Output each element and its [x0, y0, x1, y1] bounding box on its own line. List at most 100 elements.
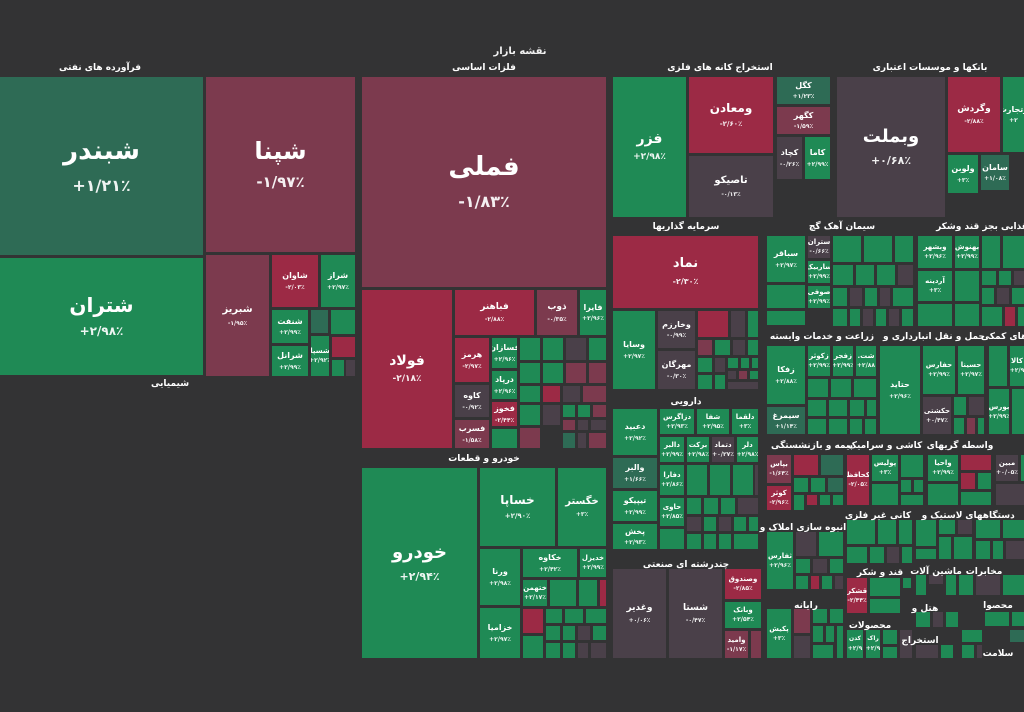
stock-tile-small[interactable] — [958, 520, 972, 534]
stock-tile[interactable]: ساربیک+۲/۹۹٪ — [808, 261, 830, 283]
stock-tile-small[interactable] — [311, 310, 328, 333]
stock-tile-small[interactable] — [751, 631, 761, 658]
stock-tile[interactable]: فزر +۲/۹۸٪ — [613, 77, 686, 217]
stock-tile-small[interactable] — [954, 537, 972, 559]
stock-tile-small[interactable] — [546, 609, 562, 623]
stock-tile[interactable]: شبندر +۱/۲۱٪ — [0, 77, 203, 255]
stock-tile[interactable]: فایرا +۲/۹۶٪ — [580, 290, 606, 335]
stock-tile[interactable]: فملی -۱/۸۳٪ — [362, 77, 606, 287]
stock-tile-small[interactable] — [767, 311, 805, 325]
stock-tile[interactable]: پولیس +۳٪ — [872, 455, 898, 481]
stock-tile-small[interactable] — [748, 340, 758, 355]
stock-tile[interactable]: حسینا +۲/۹۷٪ — [958, 346, 984, 394]
stock-tile-small[interactable] — [543, 363, 563, 383]
stock-tile-small[interactable] — [902, 547, 912, 563]
stock-tile-small[interactable] — [830, 559, 843, 573]
stock-tile-small[interactable] — [520, 405, 540, 425]
stock-tile[interactable]: شبریز -۱/۹۵٪ — [206, 255, 269, 376]
stock-tile-small[interactable] — [864, 236, 892, 262]
stock-tile[interactable]: وگردش -۲/۸۸٪ — [948, 77, 1000, 152]
stock-tile[interactable]: شفا +۲/۹۵٪ — [697, 409, 729, 434]
stock-tile-small[interactable] — [916, 549, 936, 559]
stock-tile[interactable]: راک +۲/۹ — [866, 630, 880, 658]
stock-tile[interactable]: وصندوق -۲/۸۵٪ — [725, 569, 761, 599]
stock-tile-small[interactable] — [933, 612, 943, 627]
stock-tile[interactable]: سیمرغ +۱/۱۴٪ — [767, 407, 805, 434]
stock-tile-small[interactable] — [918, 304, 952, 326]
stock-tile-small[interactable] — [955, 271, 979, 301]
stock-tile[interactable]: وخارزم -۰/۹۹٪ — [658, 311, 695, 348]
stock-tile-small[interactable] — [578, 433, 586, 448]
stock-tile-small[interactable] — [835, 576, 843, 589]
stock-tile-small[interactable] — [739, 371, 747, 379]
stock-tile-small[interactable] — [976, 575, 1000, 595]
stock-tile-small[interactable] — [715, 358, 725, 372]
stock-tile-small[interactable] — [593, 626, 606, 640]
stock-tile-small[interactable] — [837, 626, 843, 658]
stock-tile[interactable]: آردینه +۳٪ — [918, 271, 952, 301]
stock-tile[interactable]: پکیش +۳٪ — [767, 609, 791, 658]
stock-tile-small[interactable] — [961, 492, 991, 505]
stock-tile[interactable]: دلر +۲/۹۸٪ — [737, 437, 758, 462]
stock-tile[interactable]: بپاس -۱/۶۴٪ — [767, 455, 791, 483]
stock-tile[interactable]: ومعادن -۲/۶۰٪ — [689, 77, 773, 153]
stock-tile[interactable]: واحیا +۲/۹۹٪ — [928, 455, 958, 481]
stock-tile-small[interactable] — [332, 360, 344, 376]
stock-tile[interactable]: شسپا+۲/۹۲٪ — [311, 336, 329, 376]
stock-tile-small[interactable] — [794, 455, 818, 475]
stock-tile-small[interactable] — [833, 495, 843, 505]
stock-tile-small[interactable] — [543, 405, 560, 425]
stock-tile[interactable]: کوثر -۲/۹۶٪ — [767, 486, 791, 510]
stock-tile-small[interactable] — [578, 420, 588, 430]
stock-tile[interactable]: زفجر +۲/۹۹٪ — [833, 346, 853, 376]
stock-tile[interactable]: کاوه -۰/۹۲٪ — [455, 385, 489, 417]
stock-tile-small[interactable] — [807, 495, 817, 505]
stock-tile[interactable]: شپنا -۱/۹۷٪ — [206, 77, 355, 252]
stock-tile-small[interactable] — [346, 360, 355, 376]
stock-tile-small[interactable] — [916, 575, 926, 595]
stock-tile[interactable]: شراز +۲/۹۷٪ — [321, 255, 355, 307]
stock-tile-small[interactable] — [976, 541, 990, 559]
stock-tile-small[interactable] — [750, 371, 758, 379]
stock-tile[interactable]: دعبید +۲/۹۲٪ — [613, 409, 657, 455]
stock-tile-small[interactable] — [878, 520, 896, 544]
stock-tile-small[interactable] — [828, 478, 843, 492]
stock-tile-small[interactable] — [887, 547, 899, 563]
stock-tile-small[interactable] — [978, 473, 991, 489]
stock-tile[interactable]: ورنا +۲/۹۸٪ — [480, 549, 520, 605]
stock-tile-small[interactable] — [826, 626, 834, 642]
stock-tile-small[interactable] — [850, 419, 862, 434]
stock-tile[interactable]: فخوز -۲/۴۴٪ — [492, 402, 517, 426]
stock-tile[interactable]: فباهنر -۲/۸۸٪ — [455, 290, 534, 335]
stock-tile-small[interactable] — [589, 363, 606, 383]
stock-tile-small[interactable] — [903, 578, 911, 588]
stock-tile-small[interactable] — [977, 645, 982, 658]
stock-tile-small[interactable] — [850, 400, 864, 416]
stock-tile-small[interactable] — [492, 429, 517, 448]
stock-tile-small[interactable] — [831, 379, 851, 397]
stock-tile-small[interactable] — [1010, 630, 1024, 642]
stock-tile-small[interactable] — [523, 636, 543, 658]
stock-tile-small[interactable] — [733, 340, 745, 355]
stock-tile[interactable]: خکاوه +۲/۴۲٪ — [523, 549, 577, 577]
stock-tile[interactable]: فسازان +۲/۹۶٪ — [492, 338, 517, 368]
stock-tile-small[interactable] — [898, 265, 913, 285]
stock-tile-small[interactable] — [883, 647, 897, 658]
stock-tile-small[interactable] — [715, 375, 725, 389]
stock-tile-small[interactable] — [916, 645, 938, 658]
stock-tile-small[interactable] — [563, 433, 575, 448]
stock-tile-small[interactable] — [733, 465, 753, 495]
stock-tile-small[interactable] — [523, 609, 543, 633]
stock-tile-small[interactable] — [870, 547, 884, 563]
stock-tile-small[interactable] — [902, 309, 913, 326]
stock-tile-small[interactable] — [877, 265, 895, 285]
stock-tile-small[interactable] — [543, 386, 560, 402]
stock-tile-small[interactable] — [721, 498, 735, 514]
stock-tile[interactable]: حفارس +۲/۹۹٪ — [923, 346, 955, 394]
stock-tile-small[interactable] — [867, 400, 876, 416]
stock-tile-small[interactable] — [829, 400, 847, 416]
stock-tile-small[interactable] — [962, 630, 982, 642]
stock-tile-small[interactable] — [870, 578, 900, 596]
stock-tile-small[interactable] — [865, 288, 877, 306]
stock-tile-small[interactable] — [796, 576, 808, 589]
